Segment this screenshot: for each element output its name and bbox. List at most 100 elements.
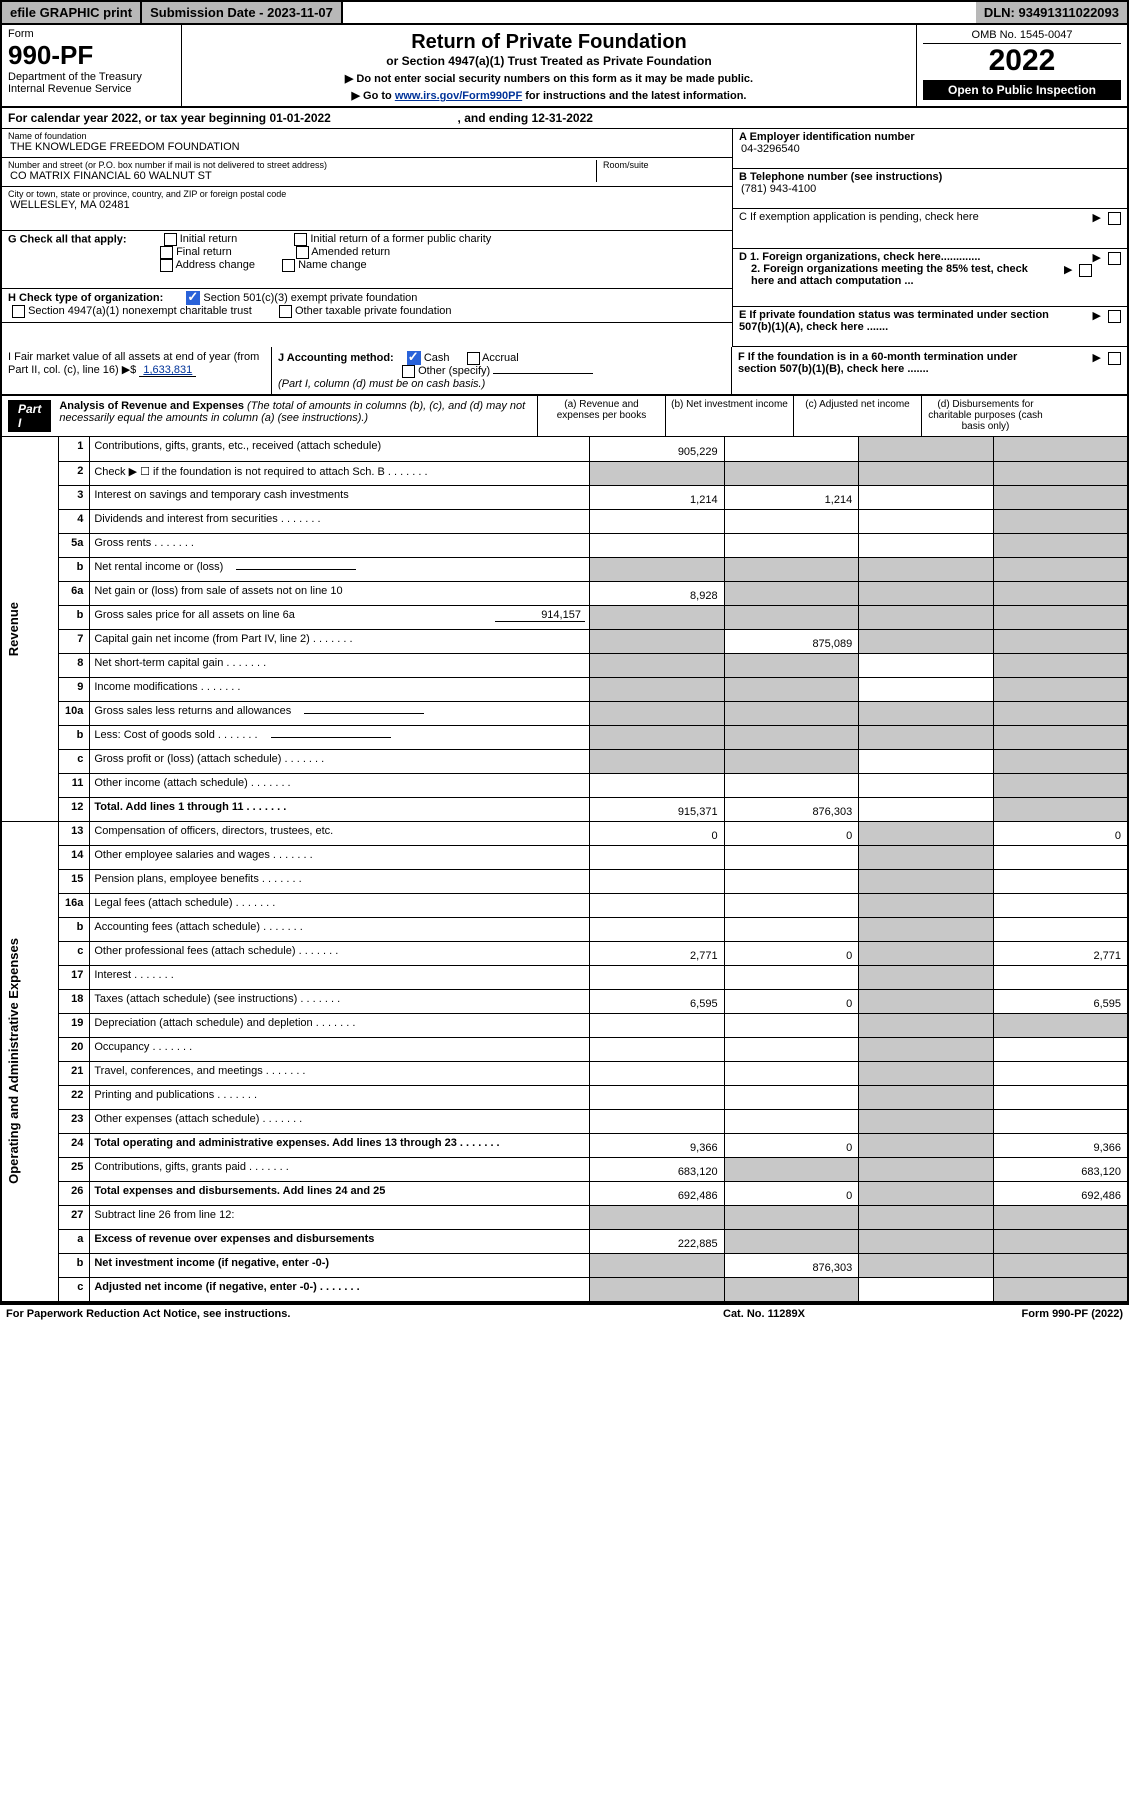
irs-label: Internal Revenue Service: [8, 83, 175, 95]
row-label: Legal fees (attach schedule) . . . . . .…: [90, 893, 590, 917]
checkbox-e[interactable]: [1108, 310, 1121, 323]
amount-col-b: 876,303: [724, 797, 859, 821]
table-row: 10aGross sales less returns and allowanc…: [1, 701, 1128, 725]
checkbox-initial-former[interactable]: [294, 233, 307, 246]
row-label: Gross sales price for all assets on line…: [90, 605, 590, 629]
amount-col-b: 0: [724, 1181, 859, 1205]
amount-col-a: [589, 1061, 724, 1085]
amount-col-a: [589, 1085, 724, 1109]
identification-block: Name of foundation THE KNOWLEDGE FREEDOM…: [0, 129, 1129, 347]
table-row: 6aNet gain or (loss) from sale of assets…: [1, 581, 1128, 605]
amount-col-d: [993, 965, 1128, 989]
checkbox-initial-return[interactable]: [164, 233, 177, 246]
row-label: Travel, conferences, and meetings . . . …: [90, 1061, 590, 1085]
amount-col-a: [589, 965, 724, 989]
checkbox-c[interactable]: [1108, 212, 1121, 225]
form-header-right: OMB No. 1545-0047 2022 Open to Public In…: [917, 25, 1127, 106]
cal-begin: 01-01-2022: [269, 111, 330, 125]
amount-col-b: 0: [724, 989, 859, 1013]
amount-col-d: 9,366: [993, 1133, 1128, 1157]
amount-col-d: [993, 1061, 1128, 1085]
part-1-header: Part I Analysis of Revenue and Expenses …: [0, 396, 1129, 437]
amount-col-a: [589, 1253, 724, 1277]
amount-col-c: [859, 1181, 994, 1205]
amount-col-b: 875,089: [724, 629, 859, 653]
amount-col-b: [724, 1109, 859, 1133]
amount-col-a: [589, 629, 724, 653]
row-label: Other employee salaries and wages . . . …: [90, 845, 590, 869]
amount-col-b: [724, 677, 859, 701]
amount-col-b: 1,214: [724, 485, 859, 509]
row-number: 3: [58, 485, 90, 509]
checkbox-other-method[interactable]: [402, 365, 415, 378]
amount-col-b: [724, 581, 859, 605]
checkbox-4947a1[interactable]: [12, 305, 25, 318]
row-label: Contributions, gifts, grants, etc., rece…: [90, 437, 590, 461]
e-cell: E If private foundation status was termi…: [733, 307, 1127, 347]
amount-col-d: [993, 629, 1128, 653]
checkbox-d1[interactable]: [1108, 252, 1121, 265]
section-f: F If the foundation is in a 60-month ter…: [732, 347, 1127, 394]
form990pf-link[interactable]: www.irs.gov/Form990PF: [395, 90, 522, 102]
c-label: C If exemption application is pending, c…: [739, 211, 979, 223]
i-label-pre: I Fair market value of all assets at end…: [8, 351, 259, 376]
amount-col-b: [724, 1205, 859, 1229]
amount-col-a: [589, 725, 724, 749]
col-d-header: (d) Disbursements for charitable purpose…: [921, 396, 1049, 436]
row-number: 1: [58, 437, 90, 461]
i-value[interactable]: 1,633,831: [139, 364, 196, 377]
row-number: b: [58, 605, 90, 629]
checkbox-address-change[interactable]: [160, 259, 173, 272]
row-label: Pension plans, employee benefits . . . .…: [90, 869, 590, 893]
checkbox-cash[interactable]: [407, 351, 421, 365]
checkbox-501c3[interactable]: [186, 291, 200, 305]
amount-col-c: [859, 917, 994, 941]
amount-col-b: [724, 605, 859, 629]
main-table: Revenue1Contributions, gifts, grants, et…: [0, 437, 1129, 1302]
f-label: F If the foundation is in a 60-month ter…: [738, 351, 1058, 375]
table-row: aExcess of revenue over expenses and dis…: [1, 1229, 1128, 1253]
table-row: 12Total. Add lines 1 through 11 . . . . …: [1, 797, 1128, 821]
open-to-public: Open to Public Inspection: [923, 80, 1121, 100]
checkbox-amended[interactable]: [296, 246, 309, 259]
amount-col-b: [724, 845, 859, 869]
amount-col-a: 1,214: [589, 485, 724, 509]
amount-col-d: [993, 1253, 1128, 1277]
amount-col-d: [993, 461, 1128, 485]
row-label: Excess of revenue over expenses and disb…: [90, 1229, 590, 1253]
row-number: 23: [58, 1109, 90, 1133]
phone-label: B Telephone number (see instructions): [739, 171, 1121, 183]
amount-col-b: [724, 1157, 859, 1181]
checkbox-d2[interactable]: [1079, 264, 1092, 277]
checkbox-final-return[interactable]: [160, 246, 173, 259]
checkbox-name-change[interactable]: [282, 259, 295, 272]
amount-col-b: [724, 917, 859, 941]
amount-col-c: [859, 965, 994, 989]
amount-col-a: [589, 1037, 724, 1061]
row-label: Net rental income or (loss): [90, 557, 590, 581]
foundation-name-cell: Name of foundation THE KNOWLEDGE FREEDOM…: [2, 129, 732, 158]
checkbox-f[interactable]: [1108, 352, 1121, 365]
amount-col-d: [993, 797, 1128, 821]
table-row: 8Net short-term capital gain . . . . . .…: [1, 653, 1128, 677]
table-row: 23Other expenses (attach schedule) . . .…: [1, 1109, 1128, 1133]
form-subtitle: or Section 4947(a)(1) Trust Treated as P…: [192, 54, 906, 68]
amount-col-c: [859, 605, 994, 629]
city-cell: City or town, state or province, country…: [2, 187, 732, 231]
c-cell: C If exemption application is pending, c…: [733, 209, 1127, 249]
checkbox-accrual[interactable]: [467, 352, 480, 365]
checkbox-other-taxable[interactable]: [279, 305, 292, 318]
table-row: 24Total operating and administrative exp…: [1, 1133, 1128, 1157]
amount-col-c: [859, 1277, 994, 1301]
omb-number: OMB No. 1545-0047: [923, 29, 1121, 44]
amount-col-c: [859, 869, 994, 893]
row-label: Adjusted net income (if negative, enter …: [90, 1277, 590, 1301]
phone: (781) 943-4100: [739, 183, 1121, 195]
amount-col-b: [724, 1277, 859, 1301]
row-label: Capital gain net income (from Part IV, l…: [90, 629, 590, 653]
j-label: J Accounting method:: [278, 352, 394, 364]
row-label: Depreciation (attach schedule) and deple…: [90, 1013, 590, 1037]
row-number: 5a: [58, 533, 90, 557]
col-b-header: (b) Net investment income: [665, 396, 793, 436]
amount-col-c: [859, 629, 994, 653]
